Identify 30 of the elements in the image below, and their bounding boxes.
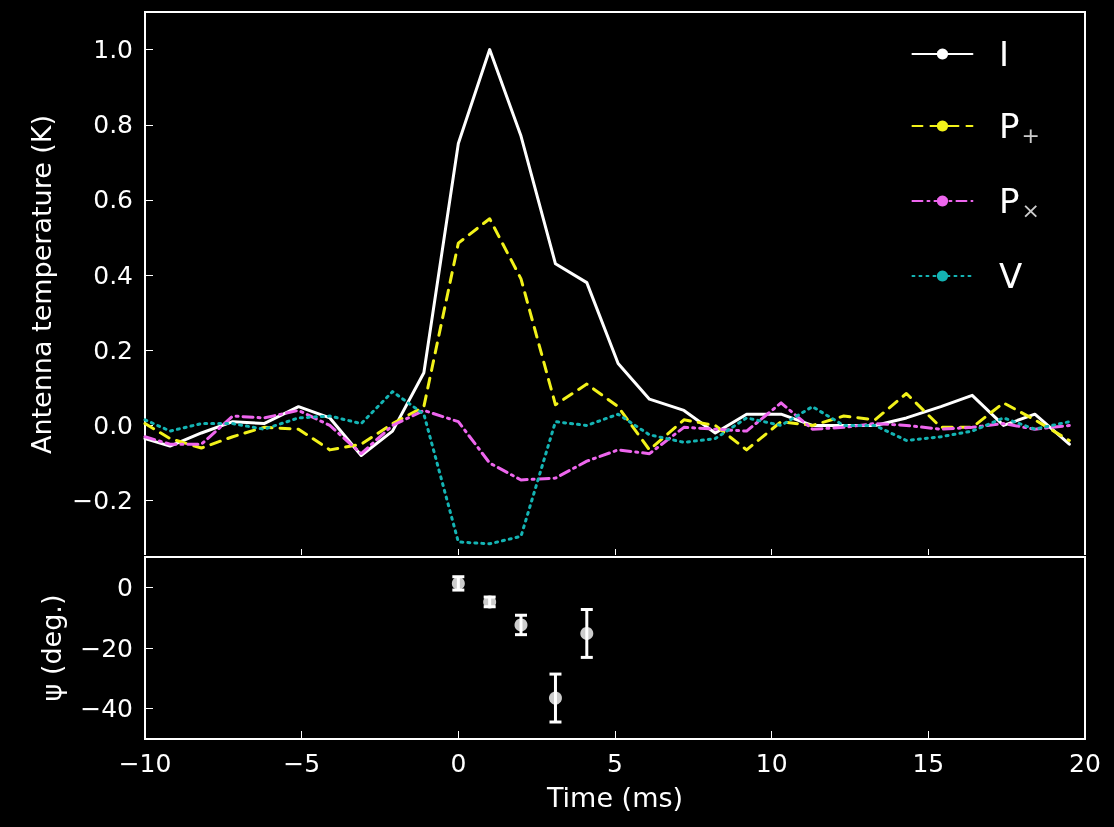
legend-label: I: [977, 34, 1010, 74]
line-series: [143, 217, 1071, 452]
legend-label: V: [977, 256, 1023, 296]
line-series: [143, 401, 1071, 482]
y-tick-label: 0.0: [93, 410, 133, 440]
y-tick-label: −0.2: [72, 486, 133, 516]
y-tick-label: 0.6: [93, 185, 133, 215]
x-tick-label: 0: [450, 749, 467, 778]
y-tick-label: −40: [80, 694, 133, 724]
point: [514, 618, 528, 632]
y-tick-label: 0: [117, 572, 133, 602]
x-tick-label: 20: [1069, 749, 1101, 778]
x-tick-label: −5: [283, 749, 321, 778]
legend-label: P×: [977, 181, 1040, 223]
point: [548, 691, 562, 705]
y-tick-label: 0.2: [93, 335, 133, 365]
y-axis-title: ψ (deg.): [36, 594, 67, 702]
x-tick-label: 15: [912, 749, 945, 778]
legend-label: P+: [977, 106, 1040, 148]
y-tick-label: 1.0: [93, 35, 133, 65]
line-series: [143, 390, 1071, 546]
x-axis-title: Time (ms): [545, 782, 684, 813]
y-tick-label: 0.8: [93, 110, 133, 140]
point: [580, 626, 594, 640]
x-tick-label: 5: [607, 749, 623, 778]
y-tick-label: 0.4: [93, 260, 133, 290]
y-axis-title: Antenna temperature (K): [26, 114, 57, 455]
x-tick-label: 10: [755, 749, 788, 778]
y-tick-label: −20: [80, 633, 133, 663]
x-tick-label: −10: [118, 749, 172, 778]
